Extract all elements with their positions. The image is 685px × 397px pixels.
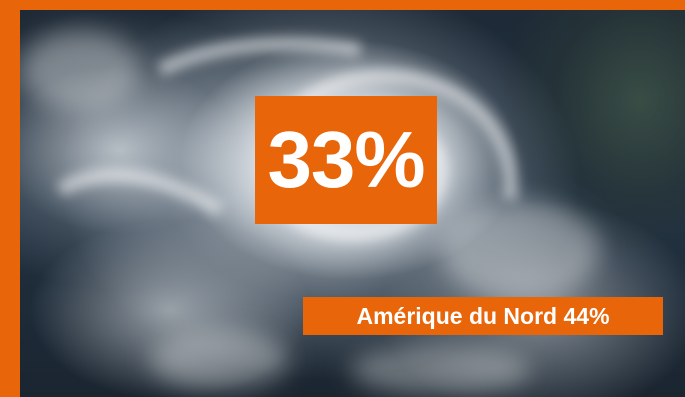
region-label-badge: Amérique du Nord 44%: [303, 297, 663, 335]
cloud-swirl-graphic: [20, 30, 600, 395]
hurricane-satellite-photo: 33% Amérique du Nord 44%: [20, 10, 685, 397]
headline-percentage-badge: 33%: [255, 96, 437, 224]
region-label: Amérique du Nord 44%: [356, 302, 610, 329]
headline-percentage: 33%: [267, 115, 425, 204]
